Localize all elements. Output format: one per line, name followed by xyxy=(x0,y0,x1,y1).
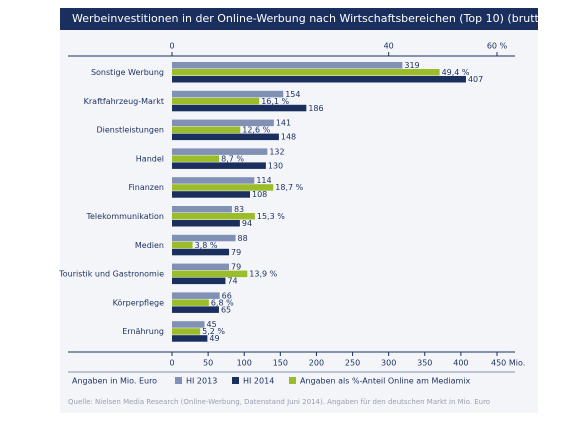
bar xyxy=(172,248,230,256)
bar xyxy=(172,213,255,220)
legend-label: HI 2014 xyxy=(243,377,274,386)
category-label: Handel xyxy=(136,154,164,163)
chart-title: Werbeinvestitionen in der Online-Werbung… xyxy=(72,12,550,25)
category-label: Kraftfahrzeug-Markt xyxy=(84,97,164,106)
bar xyxy=(172,321,205,328)
x-tick-label: 450 Mio. xyxy=(491,359,525,368)
category-label: Sonstige Werbung xyxy=(91,68,164,77)
bar xyxy=(172,155,220,162)
value-label: 319 xyxy=(404,61,419,70)
value-label: 94 xyxy=(242,219,252,228)
x-tick-label: 250 xyxy=(345,359,360,368)
legend-swatch xyxy=(232,377,239,384)
category-label: Körperpflege xyxy=(113,298,164,307)
legend-swatch xyxy=(175,377,182,384)
bar xyxy=(172,184,274,191)
bar xyxy=(172,191,250,198)
bar xyxy=(172,148,268,155)
bar xyxy=(172,335,208,342)
category-label: Telekommunikation xyxy=(85,212,164,221)
value-label: 18,7 % xyxy=(275,183,303,192)
bar xyxy=(172,306,219,313)
x-tick-label: 0 xyxy=(169,359,174,368)
value-label: 5,2 % xyxy=(202,327,225,336)
plot-background xyxy=(60,30,538,413)
x-tick-label: 50 xyxy=(203,359,213,368)
x-tick-label: 200 xyxy=(309,359,324,368)
value-label: 74 xyxy=(227,277,237,286)
bar xyxy=(172,241,193,249)
title-bar xyxy=(60,8,538,30)
x-tick-label: 100 xyxy=(237,359,252,368)
bar xyxy=(172,292,220,299)
value-label: 83 xyxy=(234,205,244,214)
value-label: 132 xyxy=(269,147,284,156)
value-label: 6,8 % xyxy=(211,298,234,307)
bar xyxy=(172,133,279,141)
source: Quelle: Nielsen Media Research (Online-W… xyxy=(68,398,490,406)
bar xyxy=(172,62,403,69)
value-label: 141 xyxy=(276,119,291,128)
value-label: 49 xyxy=(209,334,219,343)
x-tick-label: 300 xyxy=(381,359,396,368)
x-tick-label: 150 xyxy=(273,359,288,368)
x-tick-label: 350 xyxy=(417,359,432,368)
category-label: Finanzen xyxy=(129,183,164,192)
bar xyxy=(172,177,255,184)
top-tick-label: 0 xyxy=(169,42,174,51)
value-label: 186 xyxy=(308,104,323,113)
bar xyxy=(172,97,260,105)
value-label: 8,7 % xyxy=(221,154,244,163)
value-label: 13,9 % xyxy=(249,270,277,279)
value-label: 3,8 % xyxy=(195,241,218,250)
value-label: 130 xyxy=(268,161,283,170)
value-label: 148 xyxy=(281,133,296,142)
bar xyxy=(172,76,466,83)
value-label: 65 xyxy=(221,305,231,314)
value-label: 79 xyxy=(231,248,241,257)
top-tick-label: 60 % xyxy=(487,42,508,51)
value-label: 108 xyxy=(252,190,267,199)
value-label: 79 xyxy=(231,263,241,272)
legend-label: HI 2013 xyxy=(186,377,217,386)
category-label: Medien xyxy=(135,241,164,250)
bar xyxy=(172,328,201,335)
bar xyxy=(172,299,209,306)
value-label: 45 xyxy=(207,320,217,329)
bar xyxy=(172,277,226,285)
top-tick-label: 40 xyxy=(384,42,394,51)
bar xyxy=(172,270,248,278)
legend-label: Angaben als %-Anteil Online am Mediamix xyxy=(300,377,471,386)
bar xyxy=(172,220,240,227)
bar xyxy=(172,119,274,127)
bar xyxy=(172,234,236,242)
bar xyxy=(172,126,241,134)
unit-note: Angaben in Mio. Euro xyxy=(72,377,157,386)
value-label: 66 xyxy=(222,291,232,300)
bar xyxy=(172,90,284,98)
value-label: 49,4 % xyxy=(442,68,470,77)
bar xyxy=(172,104,307,112)
value-label: 12,6 % xyxy=(242,126,270,135)
category-label: Touristik und Gastronomie xyxy=(58,270,164,279)
value-label: 114 xyxy=(256,176,271,185)
bar xyxy=(172,162,266,169)
x-tick-label: 400 xyxy=(453,359,468,368)
category-label: Ernährung xyxy=(122,327,164,336)
bar xyxy=(172,206,232,213)
bar xyxy=(172,69,440,76)
value-label: 154 xyxy=(285,90,300,99)
category-label: Dienstleistungen xyxy=(96,126,164,135)
value-label: 407 xyxy=(468,75,483,84)
bar xyxy=(172,263,230,271)
legend-swatch xyxy=(289,377,296,384)
value-label: 88 xyxy=(238,234,248,243)
value-label: 16,1 % xyxy=(261,97,289,106)
value-label: 15,3 % xyxy=(257,212,285,221)
